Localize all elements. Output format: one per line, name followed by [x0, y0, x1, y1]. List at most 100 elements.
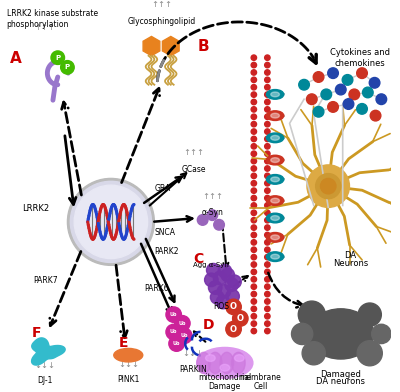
- Circle shape: [251, 181, 256, 186]
- Text: LRRK2 kinase substrate: LRRK2 kinase substrate: [6, 9, 98, 18]
- Circle shape: [265, 62, 270, 68]
- Circle shape: [251, 122, 256, 127]
- Circle shape: [316, 174, 341, 199]
- Ellipse shape: [220, 352, 234, 374]
- Text: O: O: [230, 325, 237, 334]
- Text: Cytokines and: Cytokines and: [330, 48, 390, 57]
- Ellipse shape: [271, 235, 280, 240]
- Circle shape: [302, 342, 325, 365]
- Text: Damage: Damage: [209, 382, 241, 391]
- Circle shape: [251, 240, 256, 245]
- Circle shape: [265, 143, 270, 149]
- Circle shape: [307, 165, 350, 207]
- Circle shape: [61, 61, 74, 74]
- Circle shape: [265, 291, 270, 297]
- Circle shape: [217, 285, 231, 298]
- Circle shape: [265, 247, 270, 252]
- Ellipse shape: [271, 198, 280, 203]
- Ellipse shape: [266, 89, 284, 99]
- Circle shape: [313, 107, 324, 117]
- Text: C: C: [193, 252, 203, 266]
- Circle shape: [51, 51, 64, 64]
- Text: Ub: Ub: [170, 312, 178, 317]
- Circle shape: [228, 275, 241, 289]
- Text: ROS: ROS: [213, 302, 229, 311]
- Text: GCase: GCase: [182, 165, 206, 174]
- Circle shape: [298, 301, 325, 328]
- Ellipse shape: [232, 352, 245, 374]
- Circle shape: [251, 321, 256, 327]
- Circle shape: [265, 232, 270, 238]
- Circle shape: [213, 271, 227, 285]
- Ellipse shape: [208, 352, 222, 374]
- Ellipse shape: [220, 364, 230, 371]
- Text: ↑↑↑: ↑↑↑: [184, 148, 204, 157]
- Circle shape: [265, 173, 270, 179]
- Text: D: D: [203, 318, 214, 332]
- Circle shape: [176, 328, 192, 343]
- Circle shape: [251, 166, 256, 171]
- Circle shape: [226, 321, 241, 337]
- Circle shape: [265, 306, 270, 312]
- Circle shape: [320, 178, 336, 194]
- Circle shape: [265, 284, 270, 289]
- Text: E: E: [119, 336, 128, 350]
- Circle shape: [265, 321, 270, 327]
- Circle shape: [70, 181, 152, 263]
- Circle shape: [265, 158, 270, 164]
- Circle shape: [265, 107, 270, 112]
- Circle shape: [265, 254, 270, 260]
- Circle shape: [251, 129, 256, 134]
- Circle shape: [221, 268, 234, 282]
- Circle shape: [265, 188, 270, 193]
- Ellipse shape: [271, 136, 280, 140]
- Ellipse shape: [266, 232, 284, 242]
- Circle shape: [265, 277, 270, 282]
- Circle shape: [251, 107, 256, 112]
- Circle shape: [251, 77, 256, 83]
- Circle shape: [226, 290, 239, 303]
- Circle shape: [218, 264, 232, 278]
- Circle shape: [265, 210, 270, 216]
- Text: membrane: membrane: [240, 372, 282, 381]
- Circle shape: [265, 114, 270, 120]
- Text: SNCA: SNCA: [154, 228, 175, 237]
- Text: Damaged: Damaged: [320, 370, 361, 379]
- Circle shape: [251, 114, 256, 120]
- Circle shape: [342, 74, 353, 85]
- Text: Agg α-Syn: Agg α-Syn: [193, 263, 229, 269]
- Circle shape: [251, 225, 256, 230]
- Circle shape: [265, 70, 270, 75]
- Text: Ub: Ub: [179, 321, 186, 326]
- Ellipse shape: [271, 254, 280, 259]
- Text: Cell: Cell: [254, 382, 268, 391]
- Circle shape: [197, 215, 208, 225]
- Circle shape: [265, 99, 270, 105]
- Circle shape: [321, 89, 332, 100]
- Circle shape: [357, 103, 367, 114]
- Ellipse shape: [266, 155, 284, 165]
- Circle shape: [265, 203, 270, 208]
- Ellipse shape: [206, 355, 215, 361]
- Circle shape: [251, 284, 256, 289]
- Circle shape: [251, 277, 256, 282]
- Circle shape: [251, 173, 256, 179]
- Ellipse shape: [114, 348, 143, 362]
- Circle shape: [376, 94, 387, 105]
- Text: ↑↑↑: ↑↑↑: [152, 0, 172, 9]
- Ellipse shape: [271, 177, 280, 182]
- Ellipse shape: [197, 347, 253, 378]
- Circle shape: [251, 269, 256, 275]
- Circle shape: [265, 166, 270, 171]
- Text: O: O: [237, 314, 244, 323]
- Circle shape: [265, 122, 270, 127]
- Ellipse shape: [266, 111, 284, 120]
- Circle shape: [251, 143, 256, 149]
- Text: Ub: Ub: [173, 341, 180, 346]
- Circle shape: [251, 328, 256, 334]
- Ellipse shape: [266, 252, 284, 261]
- Circle shape: [265, 85, 270, 90]
- Circle shape: [207, 210, 218, 220]
- Text: P: P: [55, 55, 60, 61]
- Ellipse shape: [266, 174, 284, 184]
